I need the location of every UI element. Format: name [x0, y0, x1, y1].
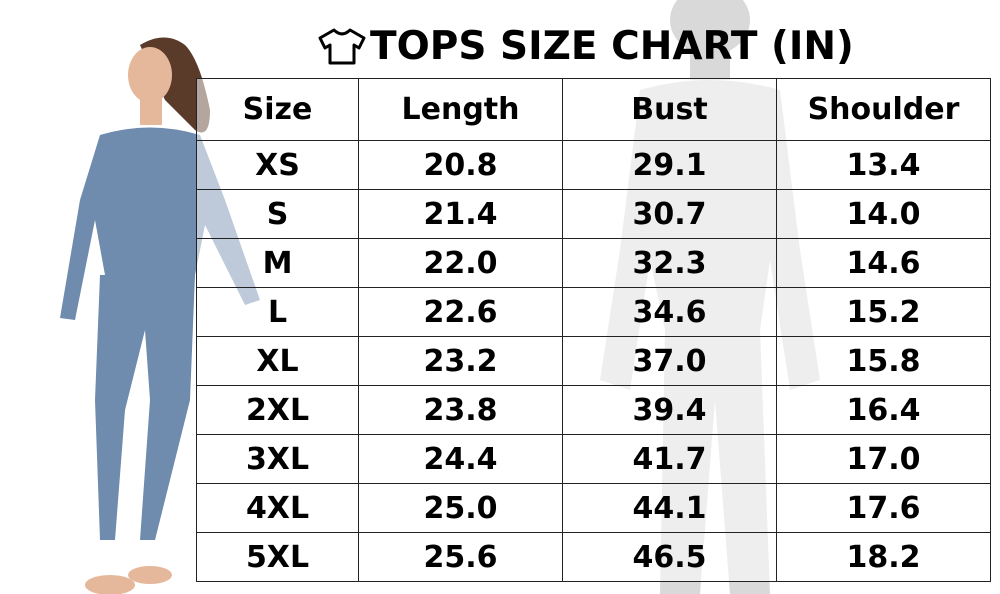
cell-size: XS [196, 140, 359, 190]
table-row: XL 23.2 37.0 15.8 [196, 336, 991, 386]
t-shirt-icon [318, 28, 366, 65]
cell-bust: 32.3 [562, 238, 777, 288]
header-bust: Bust [562, 78, 777, 141]
cell-size: 2XL [196, 385, 359, 435]
cell-bust: 44.1 [562, 483, 777, 533]
cell-length: 25.6 [358, 532, 563, 582]
cell-length: 22.6 [358, 287, 563, 337]
cell-bust: 29.1 [562, 140, 777, 190]
cell-size: 5XL [196, 532, 359, 582]
cell-shoulder: 16.4 [776, 385, 991, 435]
cell-length: 22.0 [358, 238, 563, 288]
cell-shoulder: 17.6 [776, 483, 991, 533]
cell-length: 20.8 [358, 140, 563, 190]
cell-bust: 30.7 [562, 189, 777, 239]
cell-bust: 46.5 [562, 532, 777, 582]
cell-length: 23.2 [358, 336, 563, 386]
cell-size: 4XL [196, 483, 359, 533]
cell-size: XL [196, 336, 359, 386]
cell-shoulder: 18.2 [776, 532, 991, 582]
cell-shoulder: 13.4 [776, 140, 991, 190]
chart-title: TOPS SIZE CHART (IN) [318, 22, 854, 70]
cell-length: 23.8 [358, 385, 563, 435]
cell-size: M [196, 238, 359, 288]
table-row: 3XL 24.4 41.7 17.0 [196, 434, 991, 484]
table-row: M 22.0 32.3 14.6 [196, 238, 991, 288]
cell-length: 25.0 [358, 483, 563, 533]
table-row: S 21.4 30.7 14.0 [196, 189, 991, 239]
size-chart-table: Size Length Bust Shoulder XS 20.8 29.1 13.4… [196, 78, 991, 582]
cell-shoulder: 15.8 [776, 336, 991, 386]
header-row: Size Length Bust Shoulder [196, 78, 991, 141]
table-row: 5XL 25.6 46.5 18.2 [196, 532, 991, 582]
cell-size: L [196, 287, 359, 337]
header-shoulder: Shoulder [776, 78, 991, 141]
cell-length: 21.4 [358, 189, 563, 239]
table-row: 2XL 23.8 39.4 16.4 [196, 385, 991, 435]
cell-shoulder: 14.6 [776, 238, 991, 288]
cell-bust: 37.0 [562, 336, 777, 386]
cell-bust: 39.4 [562, 385, 777, 435]
header-size: Size [196, 78, 359, 141]
title-text: TOPS SIZE CHART (IN) [370, 23, 854, 69]
table-row: XS 20.8 29.1 13.4 [196, 140, 991, 190]
header-length: Length [358, 78, 563, 141]
cell-size: 3XL [196, 434, 359, 484]
cell-shoulder: 15.2 [776, 287, 991, 337]
cell-bust: 41.7 [562, 434, 777, 484]
cell-shoulder: 17.0 [776, 434, 991, 484]
table-row: L 22.6 34.6 15.2 [196, 287, 991, 337]
table-row: 4XL 25.0 44.1 17.6 [196, 483, 991, 533]
cell-shoulder: 14.0 [776, 189, 991, 239]
cell-length: 24.4 [358, 434, 563, 484]
cell-bust: 34.6 [562, 287, 777, 337]
cell-size: S [196, 189, 359, 239]
